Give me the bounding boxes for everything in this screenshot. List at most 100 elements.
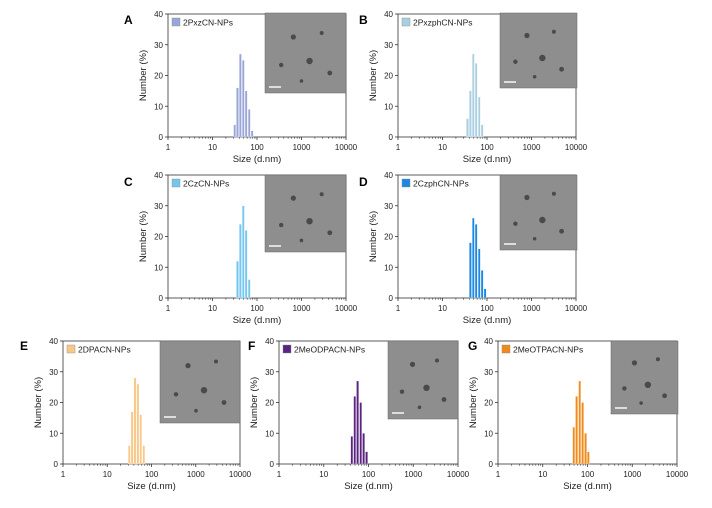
x-tick-label: 10: [438, 304, 447, 313]
x-tick-label: 1000: [293, 304, 311, 313]
nanoparticle-dot: [639, 401, 643, 405]
nanoparticle-dot: [662, 393, 667, 399]
histogram-bar: [480, 270, 484, 299]
tem-micrograph-inset: [499, 12, 578, 89]
histogram-bar: [483, 288, 487, 299]
histogram-bar: [130, 411, 134, 465]
nanoparticle-dot: [551, 29, 556, 34]
nanoparticle-dot: [524, 194, 530, 201]
nanoparticle-dot: [185, 363, 191, 369]
panel-label: B: [359, 13, 368, 27]
histogram-bar: [466, 118, 469, 138]
nanoparticle-dot: [409, 361, 416, 367]
y-tick-label: 30: [49, 368, 58, 377]
nanoparticle-dot: [559, 66, 564, 72]
nanoparticle-dot: [306, 57, 313, 65]
x-tick-label: 10: [208, 143, 217, 152]
histogram-bar: [247, 279, 251, 299]
y-tick-label: 0: [389, 133, 394, 142]
y-axis-label: Number (%): [33, 377, 44, 428]
x-tick-label: 10000: [335, 304, 358, 313]
nanoparticle-dot: [423, 384, 430, 391]
tem-micrograph-inset: [499, 174, 578, 251]
x-axis-label: Size (d.nm): [344, 481, 393, 492]
nanoparticle-dot: [194, 408, 198, 413]
y-tick-label: 40: [154, 10, 163, 19]
nanoparticle-dot: [319, 192, 324, 197]
nanoparticle-dot: [279, 222, 284, 228]
nanoparticle-dot: [327, 230, 333, 236]
x-tick-label: 1: [277, 470, 282, 479]
scale-bar: [164, 416, 176, 418]
nanoparticle-dot: [622, 386, 627, 391]
x-axis-label: Size (d.nm): [463, 154, 512, 165]
x-axis-label: Size (d.nm): [463, 315, 512, 326]
x-tick-label: 10000: [666, 470, 689, 479]
y-tick-label: 10: [384, 263, 393, 272]
nanoparticle-dot: [559, 228, 564, 234]
x-tick-label: 1: [61, 470, 66, 479]
x-tick-label: 1000: [293, 143, 311, 152]
x-tick-label: 1: [396, 143, 401, 152]
panel-label: F: [248, 339, 255, 353]
x-tick-label: 10000: [447, 470, 470, 479]
nanoparticle-dot: [173, 392, 179, 397]
histogram-bar: [139, 414, 142, 465]
y-tick-label: 30: [384, 202, 393, 211]
legend-label: 2MeODPACN-NPs: [294, 345, 365, 355]
x-tick-label: 10: [538, 470, 547, 479]
legend-swatch: [282, 344, 292, 354]
y-tick-label: 20: [384, 233, 393, 242]
histogram-bar: [244, 90, 248, 138]
nanoparticle-dot: [441, 397, 447, 402]
scale-bar: [504, 81, 516, 83]
histogram-bar: [250, 130, 254, 138]
nanoparticle-dot: [513, 59, 518, 64]
tem-micrograph-inset: [610, 340, 679, 415]
histogram-bar: [584, 433, 587, 465]
histogram-bar: [133, 377, 137, 465]
nanoparticle-dot: [551, 191, 556, 196]
y-axis-label: Number (%): [368, 50, 379, 101]
y-tick-label: 20: [384, 72, 393, 81]
nanoparticle-dot: [279, 62, 284, 68]
y-axis-label: Number (%): [368, 211, 379, 262]
histogram-bar: [575, 396, 578, 465]
y-tick-label: 20: [154, 233, 163, 242]
legend-swatch: [171, 17, 181, 27]
y-axis-label: Number (%): [468, 377, 479, 428]
histogram-bar: [474, 63, 478, 138]
panel-label: E: [20, 339, 28, 353]
scale-bar: [615, 407, 627, 409]
y-tick-label: 30: [384, 41, 393, 50]
y-axis-label: Number (%): [138, 211, 149, 262]
histogram-bar: [477, 96, 481, 138]
histogram-bar: [244, 230, 248, 299]
tem-micrograph-inset: [264, 174, 347, 253]
nanoparticle-dot: [214, 359, 218, 364]
histogram-bar: [350, 436, 354, 465]
histogram-bar: [247, 109, 251, 138]
x-tick-label: 1: [396, 304, 401, 313]
y-tick-label: 40: [484, 337, 493, 346]
y-tick-label: 20: [49, 399, 58, 408]
panel-label: C: [124, 175, 133, 189]
histogram-bar: [474, 224, 478, 299]
x-tick-label: 100: [480, 304, 494, 313]
histogram-bar: [359, 402, 362, 465]
nanoparticle-dot: [290, 34, 296, 40]
x-tick-label: 1: [166, 304, 171, 313]
x-tick-label: 1000: [404, 470, 422, 479]
y-tick-label: 10: [384, 102, 393, 111]
y-tick-label: 10: [154, 102, 163, 111]
x-tick-label: 10: [103, 470, 112, 479]
nanoparticle-dot: [631, 360, 638, 366]
legend-label: 2PxzCN-NPs: [183, 18, 233, 28]
y-tick-label: 20: [154, 72, 163, 81]
scale-bar: [392, 412, 404, 414]
y-tick-label: 30: [265, 368, 274, 377]
y-tick-label: 0: [54, 460, 59, 469]
scale-bar: [269, 86, 281, 88]
histogram-bar: [239, 53, 242, 138]
